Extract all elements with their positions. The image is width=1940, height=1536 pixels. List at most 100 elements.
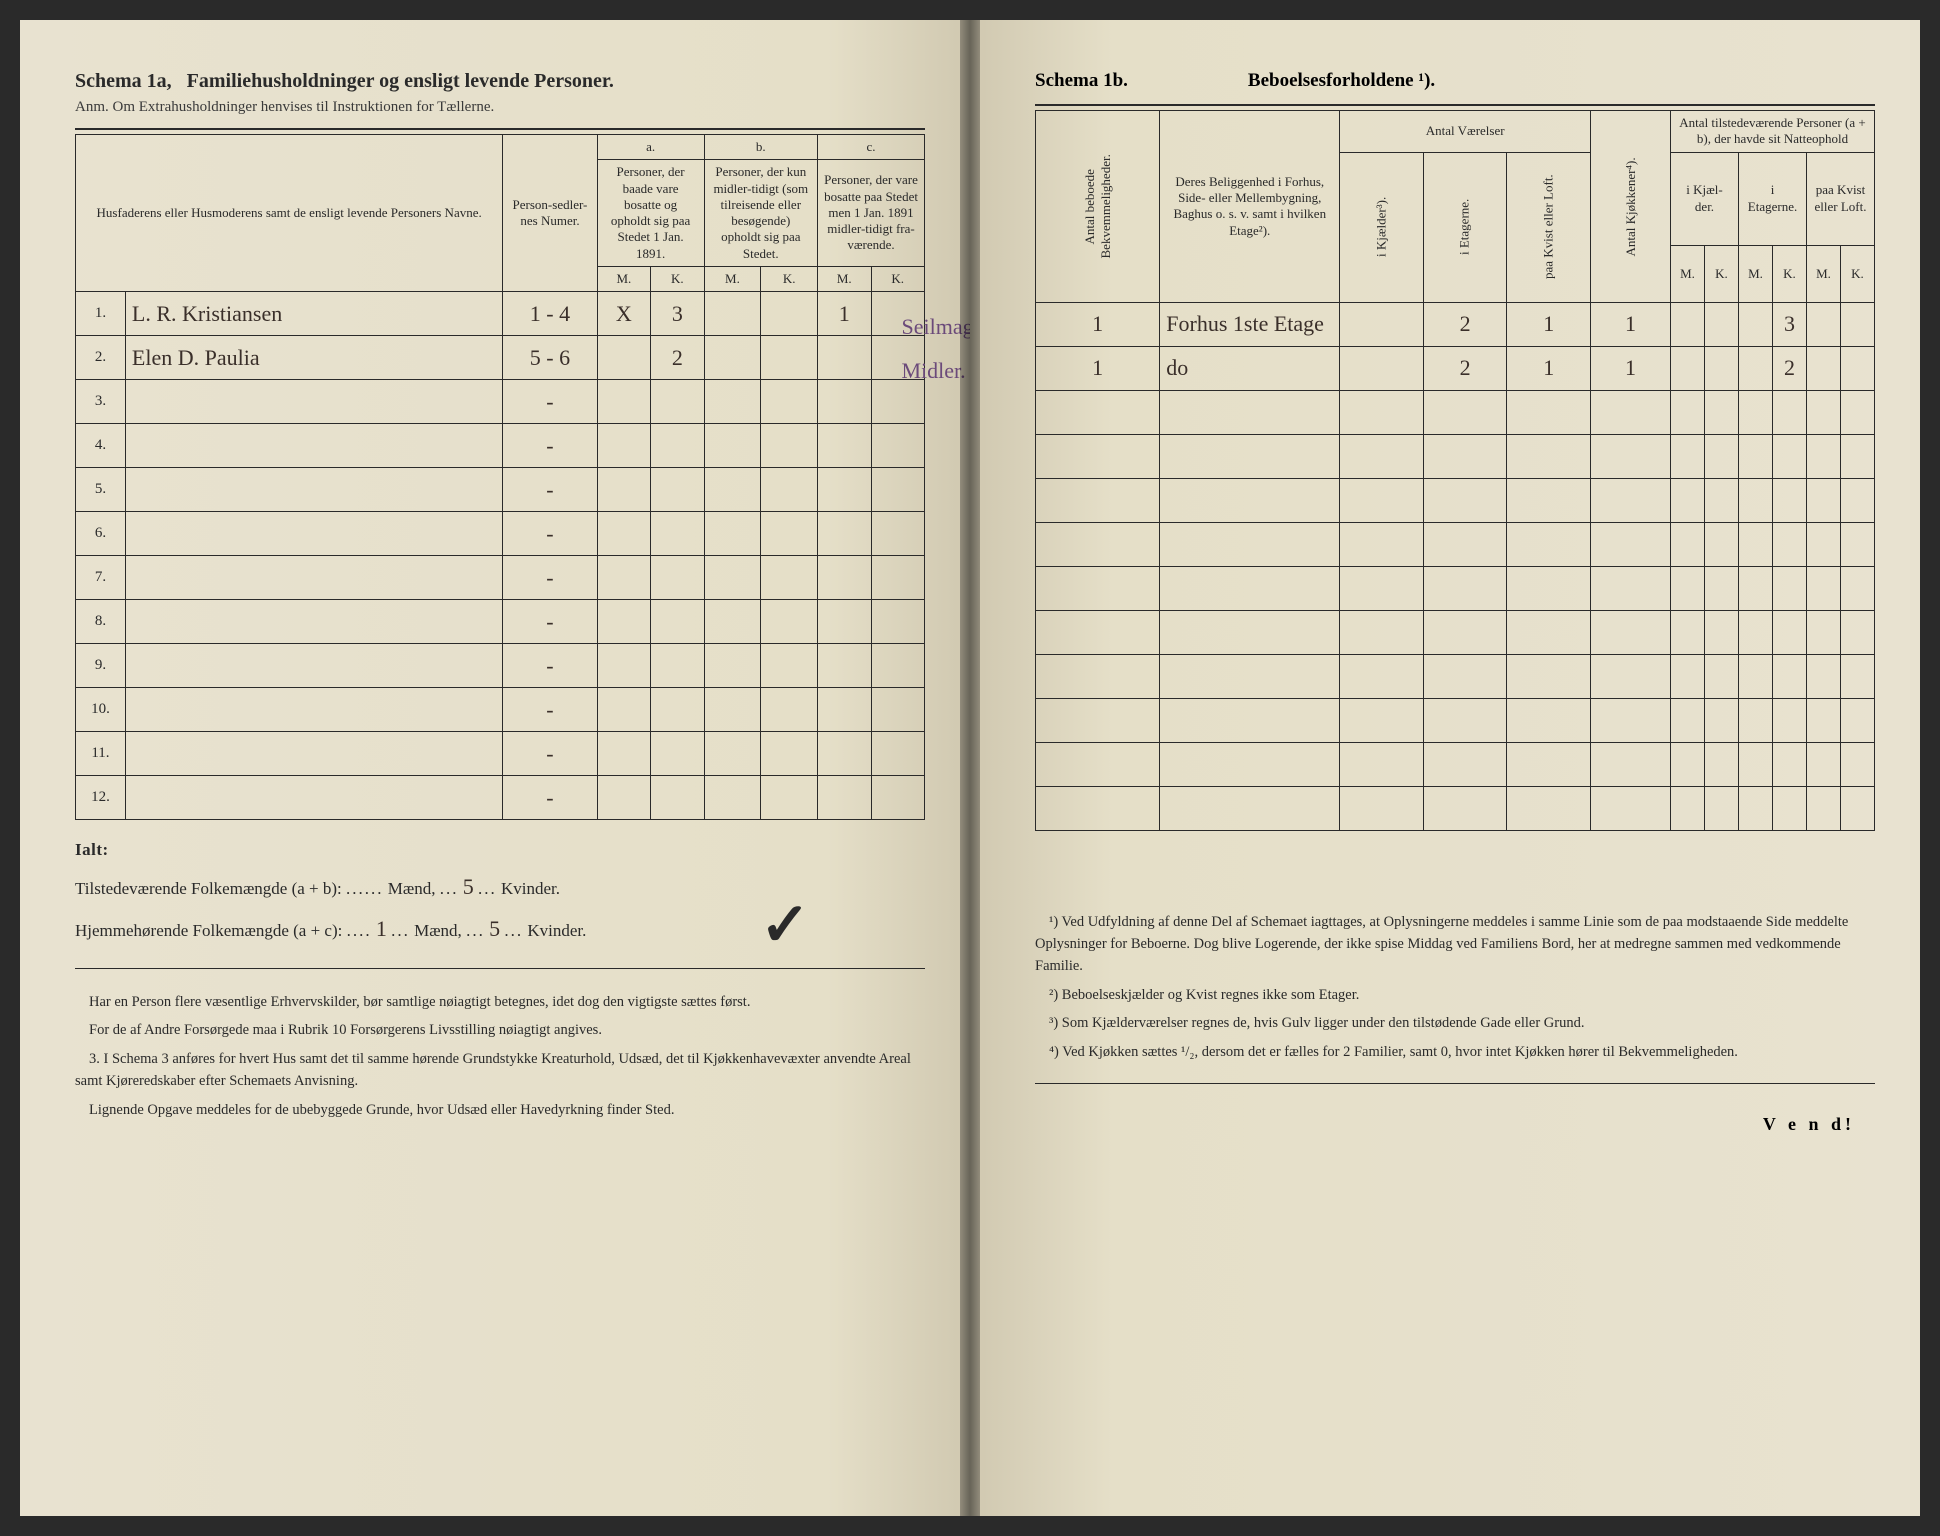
cell-numer: 1 - 4 bbox=[503, 292, 597, 336]
cell-ab: 1 bbox=[1036, 346, 1160, 390]
cell-name bbox=[125, 468, 502, 512]
cell-iem bbox=[1739, 346, 1773, 390]
cell-akk: 1 bbox=[1591, 302, 1671, 346]
hdr-name: Husfaderens eller Husmoderens samt de en… bbox=[76, 135, 503, 292]
cell-numer: - bbox=[503, 424, 597, 468]
cell-ikk bbox=[1705, 302, 1739, 346]
cell-kj bbox=[1340, 742, 1424, 786]
cell-cm bbox=[818, 600, 871, 644]
cell-ikk bbox=[1705, 522, 1739, 566]
cell-bel bbox=[1160, 742, 1340, 786]
cell-kj bbox=[1340, 566, 1424, 610]
cell-ikk bbox=[1705, 698, 1739, 742]
cell-bel bbox=[1160, 654, 1340, 698]
ialt-label: Ialt: bbox=[75, 834, 925, 866]
cell-bk bbox=[761, 644, 818, 688]
cell-pkm bbox=[1807, 654, 1841, 698]
cell-am bbox=[597, 424, 650, 468]
cell-pkm bbox=[1807, 302, 1841, 346]
cell-ak bbox=[651, 644, 704, 688]
cell-ab: 1 bbox=[1036, 302, 1160, 346]
row-num: 12. bbox=[76, 776, 126, 820]
cell-et bbox=[1423, 654, 1507, 698]
rule-r2 bbox=[1035, 1083, 1875, 1084]
cell-name bbox=[125, 600, 502, 644]
foot-p2: For de af Andre Forsørgede maa i Rubrik … bbox=[75, 1019, 925, 1041]
cell-kv bbox=[1507, 786, 1591, 830]
book-spine bbox=[960, 20, 980, 1516]
cell-kv bbox=[1507, 478, 1591, 522]
cell-ak bbox=[651, 512, 704, 556]
hdr-ab: Antal beboede Bekvemmeligheder. bbox=[1036, 111, 1160, 303]
cell-ab bbox=[1036, 434, 1160, 478]
row-num: 4. bbox=[76, 424, 126, 468]
table-row: 4. - bbox=[76, 424, 925, 468]
cell-ikm bbox=[1671, 478, 1705, 522]
cell-iek bbox=[1773, 478, 1807, 522]
cell-ck bbox=[871, 512, 925, 556]
cell-bm bbox=[704, 292, 761, 336]
hdr-iet: i Etagerne. bbox=[1423, 152, 1507, 302]
foot-p3n: 3. bbox=[89, 1051, 100, 1067]
table-row: 10.- bbox=[76, 688, 925, 732]
cell-akk bbox=[1591, 654, 1671, 698]
cell-pkk bbox=[1841, 390, 1875, 434]
cell-kv bbox=[1507, 654, 1591, 698]
cell-kj bbox=[1340, 786, 1424, 830]
census-book: Schema 1a, Familiehusholdninger og ensli… bbox=[20, 20, 1920, 1516]
row-num: 6. bbox=[76, 512, 126, 556]
hdr-a-text: Personer, der baade vare bosatte og opho… bbox=[597, 160, 704, 267]
cell-kj bbox=[1340, 478, 1424, 522]
cell-et bbox=[1423, 698, 1507, 742]
cell-bk bbox=[761, 600, 818, 644]
cell-iem bbox=[1739, 610, 1773, 654]
schema-1b-table: Antal beboede Bekvemmeligheder. Deres Be… bbox=[1035, 110, 1875, 831]
cell-ak bbox=[651, 424, 704, 468]
hdr-ap: Antal tilstedeværende Personer (a + b), … bbox=[1671, 111, 1875, 153]
table-row: 1do2112 bbox=[1036, 346, 1875, 390]
row-num: 3. bbox=[76, 380, 126, 424]
cell-et bbox=[1423, 522, 1507, 566]
cell-ck bbox=[871, 600, 925, 644]
hdr-numer: Person-sedler-nes Numer. bbox=[503, 135, 597, 292]
cell-cm bbox=[818, 380, 871, 424]
cell-name bbox=[125, 776, 502, 820]
cell-pkm bbox=[1807, 566, 1841, 610]
cell-pkm bbox=[1807, 610, 1841, 654]
table-row bbox=[1036, 698, 1875, 742]
cell-bk bbox=[761, 380, 818, 424]
hdr-c: c. bbox=[818, 135, 925, 160]
cell-ikm bbox=[1671, 390, 1705, 434]
cell-et bbox=[1423, 434, 1507, 478]
cell-iem bbox=[1739, 654, 1773, 698]
tot1-k: 5 bbox=[463, 874, 474, 899]
table-row bbox=[1036, 742, 1875, 786]
hdr-bel: Deres Beliggenhed i Forhus, Side- eller … bbox=[1160, 111, 1340, 303]
right-page: Schema 1b. Beboelsesforholdene ¹). Antal… bbox=[970, 20, 1920, 1516]
hdr-m2: M. bbox=[704, 266, 761, 291]
hdr-pkv: paa Kvist eller Loft. bbox=[1507, 152, 1591, 302]
cell-bm bbox=[704, 468, 761, 512]
cell-cm bbox=[818, 468, 871, 512]
cell-cm bbox=[818, 336, 871, 380]
cell-ck bbox=[871, 688, 925, 732]
cell-et bbox=[1423, 390, 1507, 434]
cell-bm bbox=[704, 688, 761, 732]
checkmark: ✓ bbox=[760, 890, 810, 960]
cell-bk bbox=[761, 292, 818, 336]
cell-bm bbox=[704, 556, 761, 600]
table-row bbox=[1036, 434, 1875, 478]
cell-iem bbox=[1739, 522, 1773, 566]
schema-1a-table: Husfaderens eller Husmoderens samt de en… bbox=[75, 134, 925, 820]
cell-numer: - bbox=[503, 776, 597, 820]
cell-iem bbox=[1739, 390, 1773, 434]
right-title-row: Schema 1b. Beboelsesforholdene ¹). bbox=[1035, 70, 1875, 92]
cell-kj bbox=[1340, 654, 1424, 698]
tbody-1a: 1.L. R. Kristiansen1 - 4X31Seilmagertil … bbox=[76, 292, 925, 820]
cell-pkk bbox=[1841, 610, 1875, 654]
cell-numer: - bbox=[503, 644, 597, 688]
hdr-pk2: paa Kvist eller Loft. bbox=[1807, 152, 1875, 245]
cell-ikk bbox=[1705, 434, 1739, 478]
cell-kj bbox=[1340, 390, 1424, 434]
cell-et bbox=[1423, 478, 1507, 522]
